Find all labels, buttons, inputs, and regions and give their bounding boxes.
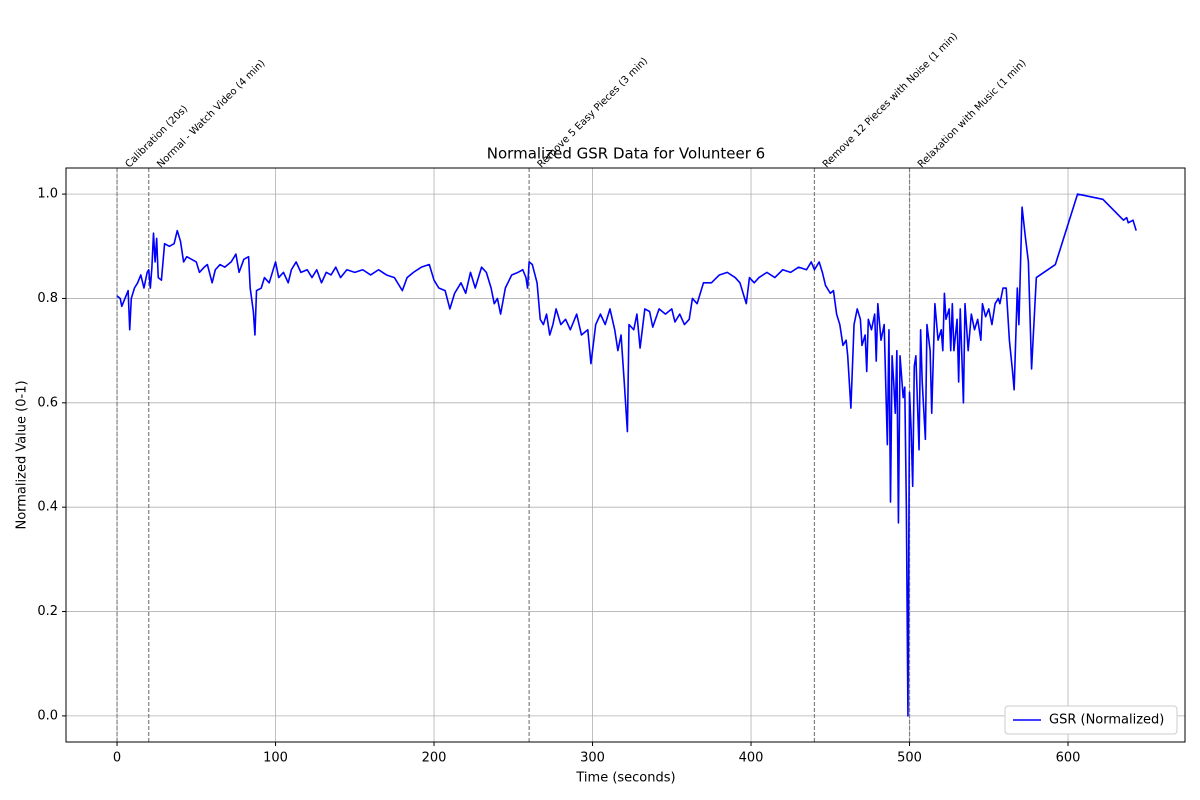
x-axis-label: Time (seconds): [575, 771, 675, 786]
legend: GSR (Normalized): [1004, 705, 1178, 735]
y-tick-label: 0.6: [37, 395, 58, 410]
data-line: [116, 193, 1137, 717]
y-tick-label: 0.4: [37, 500, 58, 515]
y-tick-label: 0.0: [37, 708, 58, 723]
x-tick-label: 500: [897, 751, 922, 766]
chart-title: Normalized GSR Data for Volunteer 6: [487, 145, 765, 163]
x-tick-label: 100: [263, 751, 288, 766]
x-tick-label: 400: [739, 751, 764, 766]
legend-box: [1004, 705, 1178, 735]
y-tick-label: 1.0: [37, 187, 58, 202]
legend-label: GSR (Normalized): [1049, 713, 1164, 728]
x-tick-label: 600: [1056, 751, 1081, 766]
event-label: Relaxation with Music (1 min): [916, 58, 1029, 171]
y-tick-label: 0.2: [37, 604, 58, 619]
y-tick-label: 0.8: [37, 291, 58, 306]
x-tick-label: 0: [113, 751, 121, 766]
y-axis-label: Normalized Value (0-1): [15, 380, 30, 529]
x-tick-label: 300: [580, 751, 605, 766]
x-tick-label: 200: [422, 751, 447, 766]
plot-frame: [65, 167, 1186, 743]
